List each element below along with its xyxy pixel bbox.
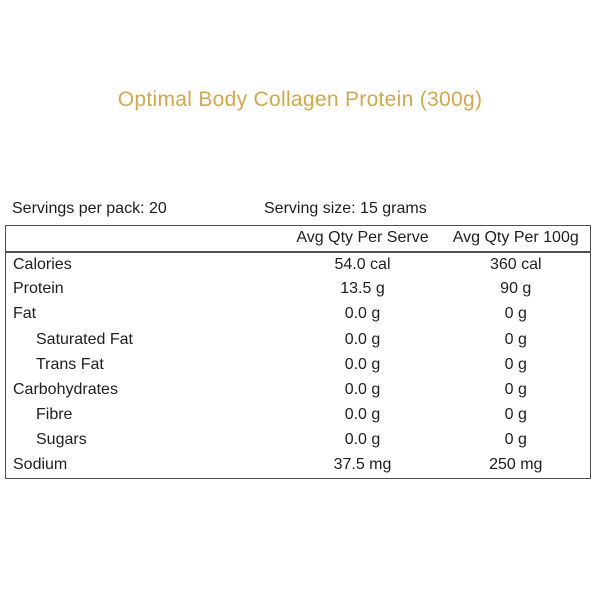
per-100g-value: 0 g bbox=[504, 330, 527, 348]
per-serve-value: 0.0 g bbox=[344, 305, 381, 323]
table-row-fibre: Fibre 0.0 g 0 g bbox=[6, 403, 591, 428]
table-header-row: Avg Qty Per Serve Avg Qty Per 100g bbox=[5, 225, 591, 253]
column-header-per-100g: Avg Qty Per 100g bbox=[441, 225, 591, 253]
column-header-per-serve: Avg Qty Per Serve bbox=[283, 225, 442, 253]
nutrient-label: Sodium bbox=[13, 456, 68, 474]
nutrient-label: Fat bbox=[13, 305, 37, 323]
per-serve-value: 13.5 g bbox=[340, 280, 385, 298]
servings-per-pack: Servings per pack: 20 bbox=[12, 200, 167, 217]
nutrient-label: Carbohydrates bbox=[13, 381, 118, 399]
table-row-calories: Calories 54.0 cal 360 cal bbox=[6, 252, 591, 277]
column-header-blank bbox=[5, 225, 284, 253]
table-row-saturated-fat: Saturated Fat 0.0 g 0 g bbox=[6, 327, 591, 352]
per-serve-value: 0.0 g bbox=[344, 330, 381, 348]
per-100g-value: 0 g bbox=[504, 406, 527, 424]
per-100g-value: 0 g bbox=[504, 381, 527, 399]
serving-size: Serving size: 15 grams bbox=[264, 200, 427, 217]
table-row-protein: Protein 13.5 g 90 g bbox=[6, 277, 591, 302]
per-100g-value: 250 mg bbox=[489, 456, 543, 474]
product-title: Optimal Body Collagen Protein (300g) bbox=[117, 88, 483, 111]
nutrient-label: Fibre bbox=[36, 406, 73, 424]
nutrient-label: Sugars bbox=[36, 431, 87, 449]
nutrient-label: Protein bbox=[13, 280, 64, 298]
per-serve-value: 37.5 mg bbox=[333, 456, 392, 474]
nutrition-table: Avg Qty Per Serve Avg Qty Per 100g Calor… bbox=[5, 225, 591, 479]
per-100g-value: 0 g bbox=[504, 431, 527, 449]
nutrient-label: Trans Fat bbox=[36, 355, 104, 373]
table-row-carbohydrates: Carbohydrates 0.0 g 0 g bbox=[6, 377, 591, 402]
nutrient-label: Calories bbox=[13, 255, 72, 273]
per-serve-value: 0.0 g bbox=[344, 406, 381, 424]
per-100g-value: 360 cal bbox=[489, 255, 542, 273]
serving-info: Servings per pack: 20 Serving size: 15 g… bbox=[0, 200, 600, 222]
per-serve-value: 0.0 g bbox=[344, 355, 381, 373]
per-serve-value: 0.0 g bbox=[344, 431, 381, 449]
per-serve-value: 0.0 g bbox=[344, 381, 381, 399]
per-100g-value: 0 g bbox=[504, 355, 527, 373]
per-100g-value: 0 g bbox=[504, 305, 527, 323]
table-row-sodium: Sodium 37.5 mg 250 mg bbox=[6, 453, 591, 478]
table-row-trans-fat: Trans Fat 0.0 g 0 g bbox=[6, 352, 591, 377]
per-serve-value: 54.0 cal bbox=[334, 255, 391, 273]
table-row-sugars: Sugars 0.0 g 0 g bbox=[6, 428, 591, 453]
nutrient-label: Saturated Fat bbox=[36, 330, 133, 348]
per-100g-value: 90 g bbox=[500, 280, 532, 298]
table-row-fat: Fat 0.0 g 0 g bbox=[6, 302, 591, 327]
